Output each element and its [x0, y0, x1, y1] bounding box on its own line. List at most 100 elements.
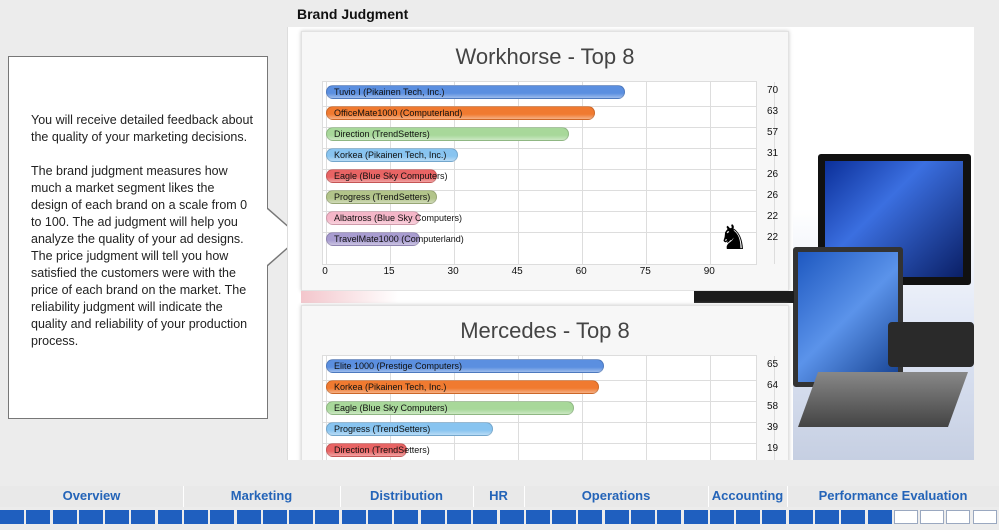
bar: [326, 169, 438, 183]
page-title: Brand Judgment: [297, 6, 409, 22]
row-divider: [323, 190, 756, 191]
nav-divider: [524, 486, 525, 507]
info-paragraph-1: You will receive detailed feedback about…: [31, 113, 253, 144]
progress-segment: [105, 510, 129, 524]
data-label: 58: [767, 401, 779, 412]
progress-segment: [631, 510, 655, 524]
progress-segment: [447, 510, 471, 524]
nav-item-accounting[interactable]: Accounting: [711, 488, 784, 503]
nav-item-hr[interactable]: HR: [489, 488, 508, 503]
row-divider: [323, 148, 756, 149]
bar-label: Eagle (Blue Sky Computers): [334, 171, 448, 181]
data-label: 19: [767, 443, 779, 454]
nav-divider: [787, 486, 788, 507]
bar: [326, 190, 438, 204]
tick-label: 15: [383, 266, 395, 277]
bar-label: OfficeMate1000 (Computerland): [334, 108, 463, 118]
progress-segment: [578, 510, 602, 524]
data-label: 70: [767, 85, 779, 96]
nav-item-operations[interactable]: Operations: [581, 488, 651, 503]
bar: [326, 232, 420, 246]
nav-divider: [473, 486, 474, 507]
bar-label: Albatross (Blue Sky Computers): [334, 213, 463, 223]
progress-segment: [210, 510, 234, 524]
progress-segment: [368, 510, 392, 524]
bar-label: Direction (TrendSetters): [334, 445, 430, 455]
progress-segment: [0, 510, 24, 524]
chart-workhorse: Workhorse - Top 8 Tuvio I (Pikainen Tech…: [301, 31, 789, 291]
data-label: 22: [767, 211, 779, 222]
nav-item-distribution[interactable]: Distribution: [370, 488, 443, 503]
progress-segment: [710, 510, 734, 524]
nav-item-marketing[interactable]: Marketing: [230, 488, 293, 503]
progress-segment: [789, 510, 813, 524]
nav-divider: [183, 486, 184, 507]
gridline: [518, 82, 520, 264]
bar: [326, 148, 459, 162]
bar: [326, 443, 408, 457]
progress-segment: [552, 510, 576, 524]
chart-title: Mercedes - Top 8: [460, 318, 630, 343]
progress-segment: [894, 510, 918, 524]
tick-label: 60: [575, 266, 587, 277]
nav-divider: [708, 486, 709, 507]
keyboard-image: [888, 322, 974, 367]
gridline: [646, 356, 648, 460]
tick-label: 30: [447, 266, 459, 277]
progress-segment: [500, 510, 524, 524]
progress-segment: [920, 510, 944, 524]
data-label: 57: [767, 127, 779, 138]
tick-label: 45: [511, 266, 523, 277]
progress-segment: [342, 510, 366, 524]
info-box: [8, 56, 268, 419]
bar-label: Korkea (Pikainen Tech, Inc.): [334, 150, 447, 160]
gridline: [710, 82, 712, 264]
progress-bar: [0, 510, 999, 524]
plot-area: Tuvio I (Pikainen Tech, Inc.) OfficeMate1…: [322, 81, 776, 265]
data-label: 31: [767, 148, 779, 159]
main-nav: Overview Marketing Distribution HR Operation…: [0, 486, 999, 507]
gridline: [646, 82, 648, 264]
row-divider: [323, 443, 756, 444]
bar-label: Direction (TrendSetters): [334, 129, 430, 139]
progress-segment: [946, 510, 970, 524]
data-label: 65: [767, 359, 779, 370]
bar: [326, 85, 625, 99]
bar: [326, 359, 604, 373]
nav-item-overview[interactable]: Overview: [62, 488, 121, 503]
bar: [326, 422, 493, 436]
progress-segment: [158, 510, 182, 524]
nav-divider: [340, 486, 341, 507]
bar-label: Eagle (Blue Sky Computers): [334, 403, 448, 413]
data-label: 39: [767, 422, 779, 433]
bar: [326, 380, 600, 394]
info-paragraph-2: The brand judgment measures how much a m…: [31, 164, 248, 348]
bar-label: Korkea (Pikainen Tech, Inc.): [334, 382, 447, 392]
bar-label: Tuvio I (Pikainen Tech, Inc.): [334, 87, 445, 97]
progress-segment: [736, 510, 760, 524]
bar: [326, 106, 595, 120]
bar-label: Elite 1000 (Prestige Computers): [334, 361, 463, 371]
laptop-image: [793, 247, 903, 387]
gridline: [582, 82, 584, 264]
chart-mercedes: Mercedes - Top 8 Elite 1000 (Prestige Co…: [301, 305, 789, 460]
progress-segment: [762, 510, 786, 524]
row-divider: [323, 169, 756, 170]
gridline: [454, 82, 456, 264]
progress-segment: [473, 510, 497, 524]
nav-item-performance-evaluation[interactable]: Performance Evaluation: [818, 488, 968, 503]
progress-segment: [131, 510, 155, 524]
progress-segment: [53, 510, 77, 524]
progress-segment: [815, 510, 839, 524]
progress-segment: [684, 510, 708, 524]
bar: [326, 211, 420, 225]
data-label: 26: [767, 169, 779, 180]
progress-segment: [26, 510, 50, 524]
progress-segment: [973, 510, 997, 524]
gridline: [774, 82, 776, 264]
info-text: You will receive detailed feedback about…: [31, 112, 253, 367]
progress-segment: [605, 510, 629, 524]
progress-segment: [79, 510, 103, 524]
gridline: [710, 356, 712, 460]
progress-segment: [184, 510, 208, 524]
